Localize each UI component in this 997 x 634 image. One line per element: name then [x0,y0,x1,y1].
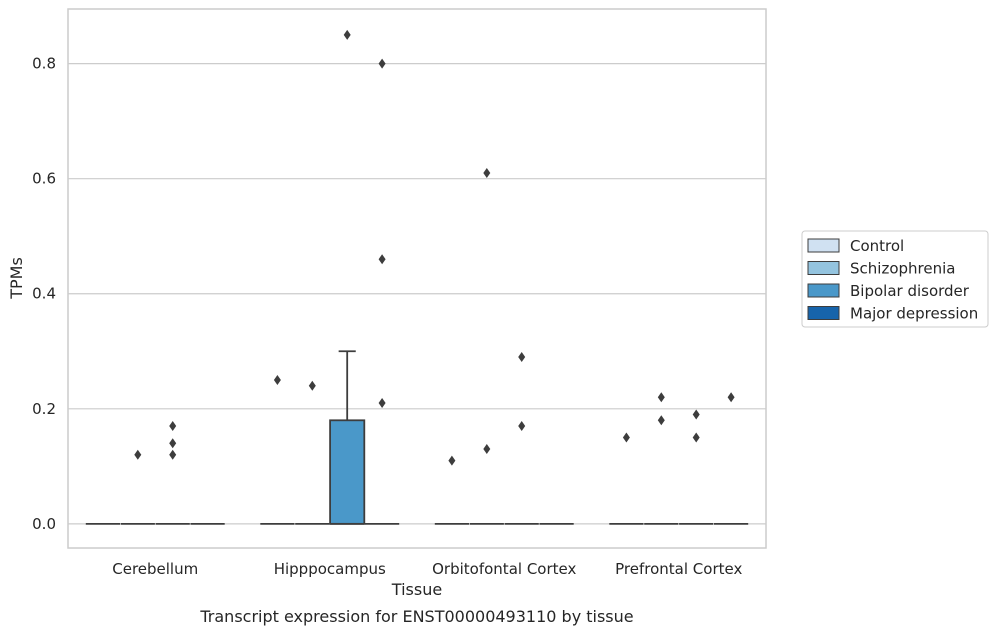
legend-item: Schizophrenia [807,260,955,278]
outlier-point [134,449,142,460]
legend-label: Schizophrenia [850,260,955,278]
outlier-point [273,375,281,386]
outlier-point [378,58,386,69]
y-tick-labels: 0.0 0.2 0.4 0.6 0.8 [32,55,56,533]
boxes [85,350,749,525]
outlier-point [169,421,177,432]
x-tick-label: Prefrontal Cortex [615,560,742,578]
legend-item: Control [807,237,904,255]
outlier-point [657,392,665,403]
outlier-point [308,380,316,391]
chart-caption: Transcript expression for ENST0000049311… [199,607,633,626]
outlier-point [378,398,386,409]
legend-swatch [807,283,840,298]
y-tick-label: 0.2 [32,400,56,418]
outlier-point [518,421,526,432]
y-tick-label: 0.8 [32,55,56,73]
y-tick-label: 0.6 [32,170,56,188]
outlier-point [518,352,526,363]
legend-label: Bipolar disorder [850,282,970,300]
legend-swatch [807,306,840,320]
legend-swatch [807,238,840,253]
outlier-point [483,167,491,178]
y-tick-label: 0.0 [32,515,56,533]
outlier-point [657,415,665,426]
outlier-point [692,409,700,420]
y-tick-label: 0.4 [32,285,56,303]
legend-frame [801,230,989,328]
plot-frame [67,8,767,549]
legend-swatch [807,261,840,275]
outlier-point [483,444,491,455]
x-tick-label: Hipppocampus [274,560,386,578]
x-tick-label: Cerebellum [112,560,198,578]
outlier-point [169,438,177,449]
legend-item: Bipolar disorder [807,282,970,300]
x-tick-label: Orbitofontal Cortex [432,560,576,578]
box [329,350,366,525]
outlier-point [169,449,177,460]
legend-label: Major depression [850,305,978,323]
y-axis-label: TPMs [7,257,26,300]
box-body [329,419,366,525]
x-axis-label: Tissue [391,580,442,599]
outlier-point [448,455,456,466]
x-tick-labels: Cerebellum Hipppocampus Orbitofontal Corte… [112,560,742,578]
outlier-point [622,432,630,443]
legend: Control Schizophrenia Bipolar disorder Majo… [801,230,989,328]
outlier-point [378,254,386,265]
legend-item: Major depression [807,305,978,323]
outlier-point [727,392,735,403]
outlier-point [343,29,351,40]
legend-label: Control [850,237,904,255]
outlier-points [134,29,735,466]
outlier-point [692,432,700,443]
